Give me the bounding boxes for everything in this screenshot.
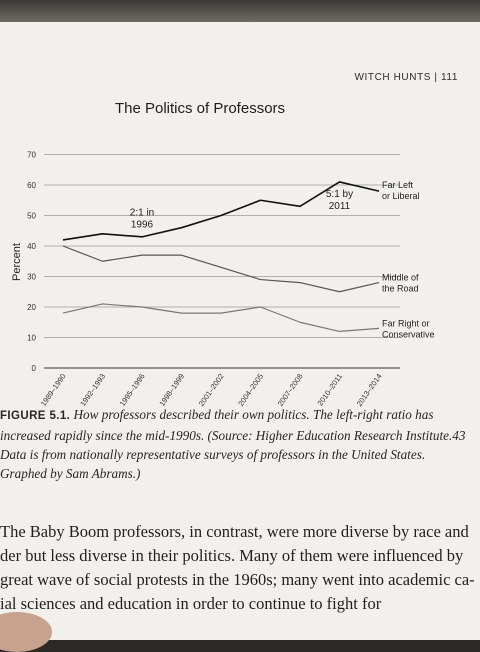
y-tick-label: 10 [27, 334, 36, 343]
series-label-line: Conservative [382, 329, 435, 339]
series-labels: Far Left or Liberal Middle of the Road Far R… [382, 180, 435, 339]
annotation-line: 2011 [329, 201, 351, 212]
x-tick-label: 2001–2002 [197, 372, 226, 408]
y-tick-labels: 0 10 20 30 40 50 60 70 [27, 151, 36, 374]
series-label: Far Left or Liberal [382, 180, 420, 201]
annotation-line: 2:1 in [130, 208, 154, 219]
annotation: 5:1 by 2011 [326, 189, 353, 212]
series-line [62, 303, 380, 332]
series-label-line: or Liberal [382, 191, 420, 201]
x-tick-labels: 1989–1990 1992–1993 1995–1996 1998–1999 2001… [39, 372, 384, 408]
x-tick-label: 2013–2014 [355, 372, 384, 408]
page-top-edge [0, 0, 480, 22]
series-line [62, 245, 380, 293]
chart-title: The Politics of Professors [114, 100, 286, 117]
series-label: Middle of the Road [382, 273, 419, 294]
series-lines [62, 181, 380, 332]
series-label: Far Right or Conservative [382, 318, 435, 339]
x-tick-label: 1992–1993 [78, 372, 107, 408]
gridlines [44, 154, 400, 369]
series-label-line: the Road [382, 284, 419, 294]
body-line: der but less diverse in their politics. … [0, 546, 464, 565]
series-label-line: Far Left [382, 180, 414, 190]
running-head: WITCH HUNTS | 111 [354, 72, 458, 83]
body-line: ial sciences and education in order to c… [0, 594, 382, 613]
body-line: great wave of social protests in the 196… [0, 570, 475, 589]
figure-label: FIGURE 5.1. [0, 410, 71, 422]
x-tick-label: 2007–2008 [276, 372, 305, 408]
caption-text: How professors described their own polit… [0, 407, 466, 481]
x-tick-label: 2010–2011 [316, 372, 345, 407]
y-tick-label: 30 [27, 273, 36, 282]
body-text: The Baby Boom professors, in contrast, w… [0, 520, 480, 616]
body-line: The Baby Boom professors, in contrast, w… [0, 522, 469, 541]
x-tick-label: 1989–1990 [39, 372, 68, 408]
y-tick-label: 0 [32, 364, 37, 373]
series-line [62, 181, 380, 241]
y-tick-label: 50 [27, 212, 36, 221]
series-label-line: Middle of [382, 273, 419, 283]
annotation-line: 1996 [131, 220, 154, 231]
figure-caption: FIGURE 5.1. How professors described the… [0, 405, 470, 483]
y-axis-label: Percent [11, 243, 23, 281]
book-page [0, 22, 480, 640]
series-label-line: Far Right or [382, 318, 430, 328]
x-tick-label: 2004–2005 [236, 372, 265, 408]
y-tick-label: 20 [27, 303, 36, 312]
x-tick-label: 1998–1999 [157, 372, 186, 408]
x-tick-label: 1995–1996 [118, 372, 147, 408]
y-tick-label: 40 [27, 242, 36, 251]
annotation: 2:1 in 1996 [130, 208, 154, 231]
y-tick-label: 60 [27, 181, 36, 190]
annotation-line: 5:1 by [326, 189, 353, 200]
annotations: 2:1 in 1996 5:1 by 2011 [130, 189, 353, 230]
y-tick-label: 70 [27, 151, 36, 160]
